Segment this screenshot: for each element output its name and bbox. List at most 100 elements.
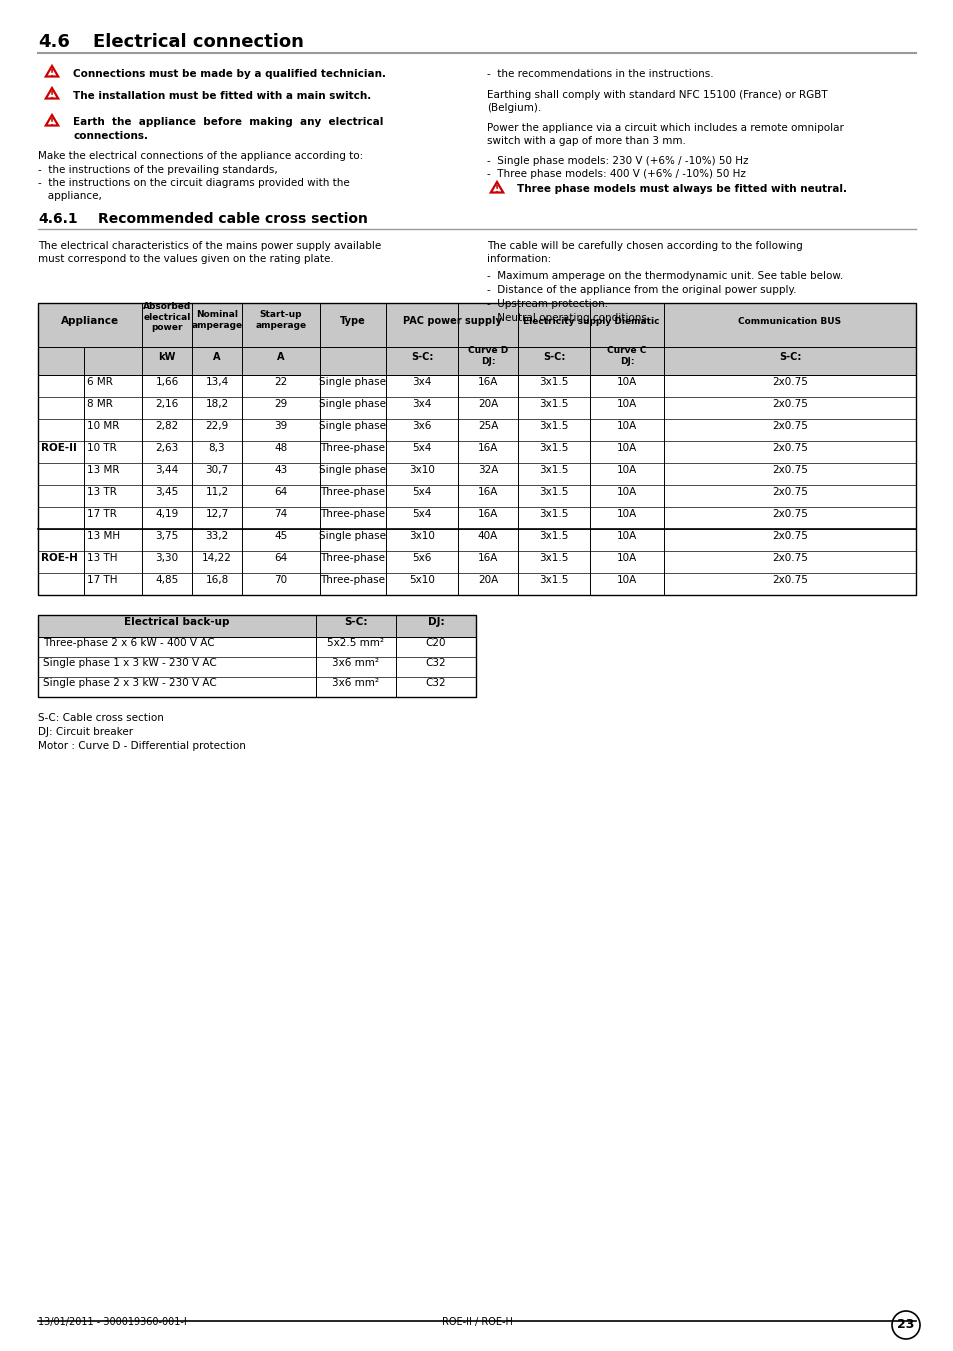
Text: DJ: Circuit breaker: DJ: Circuit breaker: [38, 727, 133, 738]
Bar: [38, 347, 915, 376]
Text: Nominal
amperage: Nominal amperage: [192, 311, 242, 330]
Text: Appliance: Appliance: [61, 316, 119, 326]
Text: The cable will be carefully chosen according to the following: The cable will be carefully chosen accor…: [486, 240, 801, 251]
Text: 10 MR: 10 MR: [87, 422, 119, 431]
Text: 2,63: 2,63: [155, 443, 178, 453]
Text: Three-phase: Three-phase: [320, 443, 385, 453]
Text: -  the instructions on the circuit diagrams provided with the: - the instructions on the circuit diagra…: [38, 178, 350, 188]
Text: 1,66: 1,66: [155, 377, 178, 386]
Text: 16A: 16A: [477, 443, 497, 453]
Text: 5x6: 5x6: [412, 553, 432, 563]
Text: 3,75: 3,75: [155, 531, 178, 540]
Text: 20A: 20A: [477, 399, 497, 409]
Text: 3x1.5: 3x1.5: [538, 486, 568, 497]
Text: 4,19: 4,19: [155, 509, 178, 519]
Text: -  the instructions of the prevailing standards,: - the instructions of the prevailing sta…: [38, 165, 277, 176]
Text: !: !: [50, 69, 54, 78]
Text: 10A: 10A: [617, 576, 637, 585]
Text: 10A: 10A: [617, 553, 637, 563]
Text: Single phase 1 x 3 kW - 230 V AC: Single phase 1 x 3 kW - 230 V AC: [43, 658, 216, 667]
Text: Earthing shall comply with standard NFC 15100 (France) or RGBT: Earthing shall comply with standard NFC …: [486, 91, 827, 100]
Text: 5x4: 5x4: [412, 443, 432, 453]
Text: 4.6.1: 4.6.1: [38, 212, 77, 226]
Text: must correspond to the values given on the rating plate.: must correspond to the values given on t…: [38, 254, 334, 263]
Text: Three-phase: Three-phase: [320, 553, 385, 563]
Text: The installation must be fitted with a main switch.: The installation must be fitted with a m…: [73, 91, 371, 101]
Text: Absorbed
electrical
power: Absorbed electrical power: [143, 303, 191, 332]
Bar: [38, 677, 476, 697]
Bar: [38, 419, 915, 440]
Bar: [38, 303, 915, 594]
Text: PAC power supply: PAC power supply: [402, 316, 501, 326]
Text: 32A: 32A: [477, 465, 497, 476]
Text: Three phase models must always be fitted with neutral.: Three phase models must always be fitted…: [517, 184, 846, 195]
Text: !: !: [50, 118, 54, 127]
Text: -  Maximum amperage on the thermodynamic unit. See table below.: - Maximum amperage on the thermodynamic …: [486, 272, 842, 281]
Text: 25A: 25A: [477, 422, 497, 431]
Text: 16A: 16A: [477, 509, 497, 519]
Text: 2x0.75: 2x0.75: [771, 509, 807, 519]
Text: 17 TR: 17 TR: [87, 509, 117, 519]
Text: 2x0.75: 2x0.75: [771, 443, 807, 453]
Text: switch with a gap of more than 3 mm.: switch with a gap of more than 3 mm.: [486, 136, 685, 146]
Text: 10A: 10A: [617, 377, 637, 386]
Text: 74: 74: [274, 509, 287, 519]
Text: 3x6: 3x6: [412, 422, 432, 431]
Text: 8 MR: 8 MR: [87, 399, 112, 409]
Text: 6 MR: 6 MR: [87, 377, 112, 386]
Text: 10A: 10A: [617, 486, 637, 497]
Text: Single phase: Single phase: [319, 531, 386, 540]
Text: 3x1.5: 3x1.5: [538, 465, 568, 476]
Text: 48: 48: [274, 443, 287, 453]
Text: 30,7: 30,7: [205, 465, 229, 476]
Text: Single phase: Single phase: [319, 422, 386, 431]
Text: Single phase 2 x 3 kW - 230 V AC: Single phase 2 x 3 kW - 230 V AC: [43, 678, 216, 688]
Text: 5x4: 5x4: [412, 486, 432, 497]
Text: Communication BUS: Communication BUS: [738, 316, 841, 326]
Text: 3x1.5: 3x1.5: [538, 553, 568, 563]
Text: Single phase: Single phase: [319, 465, 386, 476]
Text: 18,2: 18,2: [205, 399, 229, 409]
Text: 3x4: 3x4: [412, 399, 432, 409]
Text: A: A: [213, 353, 220, 362]
Text: Three-phase: Three-phase: [320, 486, 385, 497]
Text: S-C: Cable cross section: S-C: Cable cross section: [38, 713, 164, 723]
Text: 5x4: 5x4: [412, 509, 432, 519]
Bar: [38, 303, 915, 347]
Text: 39: 39: [274, 422, 287, 431]
Text: 20A: 20A: [477, 576, 497, 585]
Text: 8,3: 8,3: [209, 443, 225, 453]
Text: -  the recommendations in the instructions.: - the recommendations in the instruction…: [486, 69, 713, 78]
Text: 3x4: 3x4: [412, 377, 432, 386]
Text: 2,16: 2,16: [155, 399, 178, 409]
Text: 14,22: 14,22: [202, 553, 232, 563]
Text: 10A: 10A: [617, 399, 637, 409]
Text: 64: 64: [274, 486, 287, 497]
Bar: [38, 397, 915, 419]
Text: 23: 23: [897, 1319, 914, 1332]
Bar: [38, 638, 476, 657]
Text: Single phase: Single phase: [319, 399, 386, 409]
Text: The electrical characteristics of the mains power supply available: The electrical characteristics of the ma…: [38, 240, 381, 251]
Text: Connections must be made by a qualified technician.: Connections must be made by a qualified …: [73, 69, 386, 78]
Text: 2x0.75: 2x0.75: [771, 377, 807, 386]
Bar: [38, 615, 476, 638]
Text: (Belgium).: (Belgium).: [486, 103, 540, 113]
Text: 11,2: 11,2: [205, 486, 229, 497]
Text: 40A: 40A: [477, 531, 497, 540]
Text: 2x0.75: 2x0.75: [771, 422, 807, 431]
Bar: [38, 507, 915, 530]
Text: Three-phase: Three-phase: [320, 576, 385, 585]
Text: 10A: 10A: [617, 509, 637, 519]
Text: Electrical back-up: Electrical back-up: [124, 617, 230, 627]
Text: Curve C
DJ:: Curve C DJ:: [607, 346, 646, 366]
Text: -  Single phase models: 230 V (+6% / -10%) 50 Hz: - Single phase models: 230 V (+6% / -10%…: [486, 155, 748, 166]
Text: 13/01/2011 - 300019360-001-I: 13/01/2011 - 300019360-001-I: [38, 1317, 187, 1327]
Text: S-C:: S-C:: [542, 353, 564, 362]
Text: ROE-II: ROE-II: [41, 443, 77, 453]
Bar: [38, 530, 915, 551]
Text: Three-phase 2 x 6 kW - 400 V AC: Three-phase 2 x 6 kW - 400 V AC: [43, 638, 214, 648]
Text: 10A: 10A: [617, 531, 637, 540]
Text: 16A: 16A: [477, 377, 497, 386]
Text: !: !: [495, 185, 498, 193]
